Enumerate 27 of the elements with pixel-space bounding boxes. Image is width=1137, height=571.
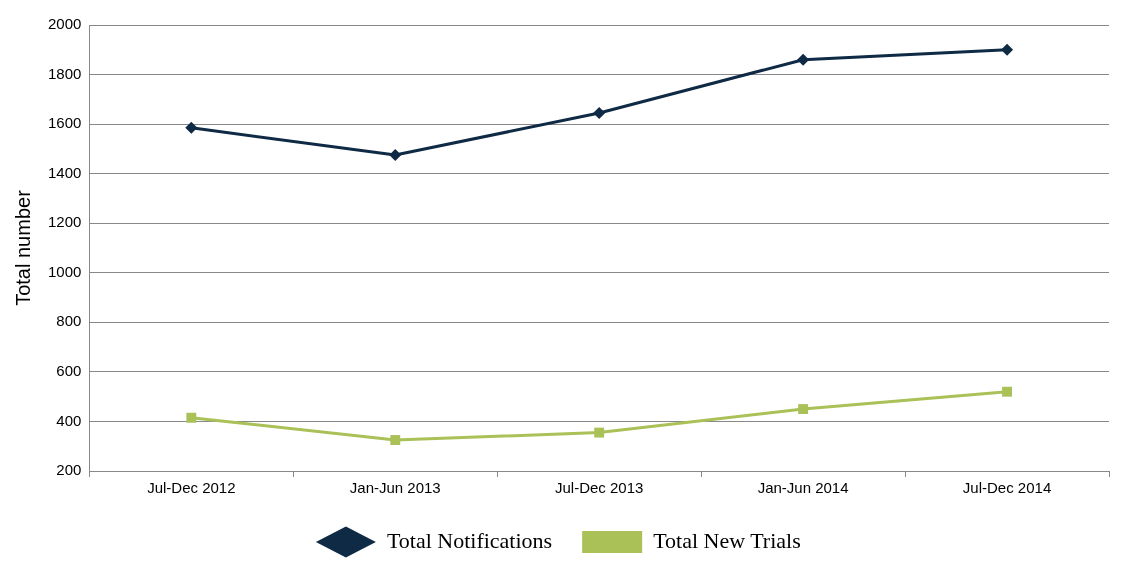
y-tick-label: 600: [56, 362, 82, 380]
y-tick-label: 2000: [47, 15, 82, 33]
point: [1001, 43, 1014, 56]
point: [1002, 386, 1012, 397]
x-tick-label: Jul-Dec 2014: [962, 479, 1052, 497]
point: [186, 412, 197, 423]
point: [389, 149, 402, 162]
y-tick-label: 1400: [47, 163, 82, 181]
y-axis-title: Total number: [11, 189, 34, 306]
y-tick-label: 1800: [47, 64, 82, 82]
y-tick-label: 1600: [47, 114, 82, 132]
y-tick-label: 800: [56, 312, 82, 330]
x-tick-label: Jul-Dec 2013: [554, 479, 644, 497]
x-tick-label: Jul-Dec 2012: [147, 479, 236, 497]
x-tick-label: Jan-Jun 2014: [757, 479, 849, 497]
y-tick-label: 1200: [47, 213, 82, 231]
point: [390, 435, 401, 445]
legend-label: Total Notifications: [386, 527, 553, 553]
point: [594, 427, 605, 438]
legend-label: Total New Trials: [653, 527, 801, 553]
x-tick-label: Jan-Jun 2013: [349, 479, 441, 497]
point: [798, 404, 809, 415]
y-tick-label: 200: [56, 461, 82, 479]
point: [185, 121, 198, 134]
y-tick-label: 1000: [47, 262, 82, 280]
y-tick-label: 400: [56, 411, 82, 429]
point: [593, 106, 606, 119]
